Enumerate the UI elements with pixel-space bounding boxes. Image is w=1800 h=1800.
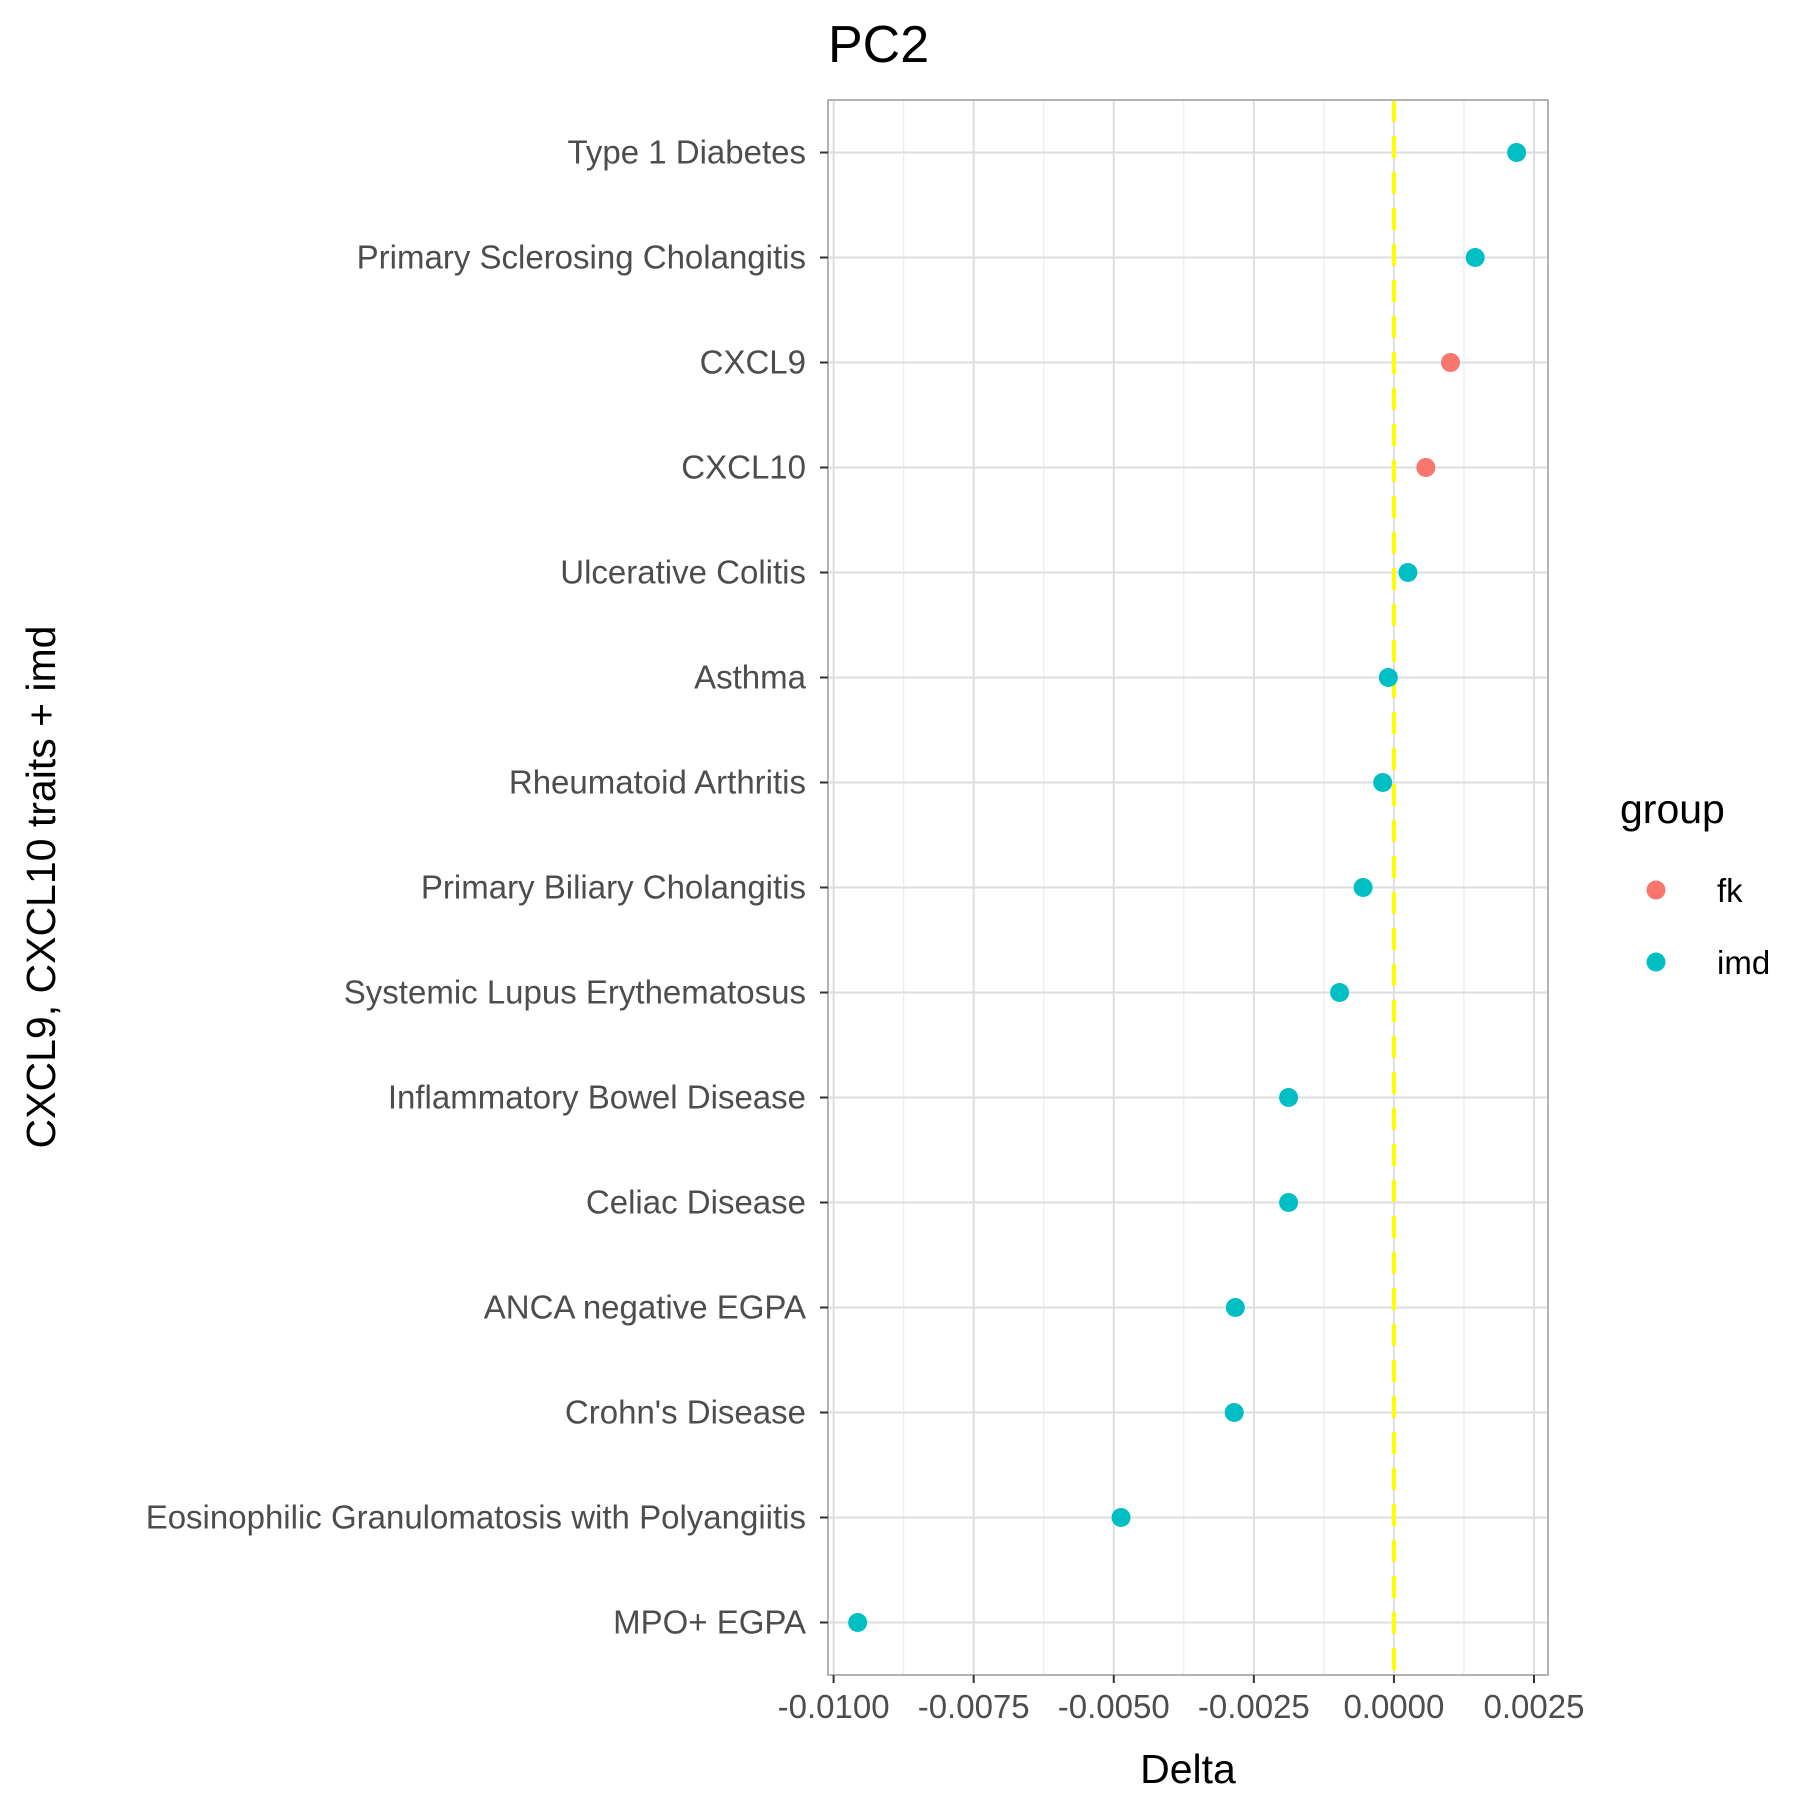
y-tick-label: MPO+ EGPA xyxy=(613,1604,806,1641)
data-point xyxy=(1330,983,1350,1002)
legend-key xyxy=(1646,880,1666,900)
y-tick-label: ANCA negative EGPA xyxy=(484,1289,806,1326)
data-point xyxy=(1416,458,1436,477)
data-points xyxy=(848,143,1527,1632)
x-tick-label: -0.0050 xyxy=(1058,1688,1170,1725)
legend-title: group xyxy=(1620,786,1725,832)
y-tick-label: Primary Biliary Cholangitis xyxy=(421,869,806,906)
legend-label: imd xyxy=(1717,944,1770,981)
data-point xyxy=(1279,1088,1299,1107)
x-tick-label: -0.0025 xyxy=(1198,1688,1310,1725)
y-tick-label: Primary Sclerosing Cholangitis xyxy=(357,239,806,276)
y-axis-title: CXCL9, CXCL10 traits + imd xyxy=(18,626,64,1149)
legend: group fk imd xyxy=(1620,786,1770,981)
data-point xyxy=(1507,143,1527,162)
y-tick-label: Systemic Lupus Erythematosus xyxy=(344,974,806,1011)
y-tick-label: CXCL10 xyxy=(681,449,806,486)
data-point xyxy=(1225,1298,1245,1317)
x-axis-ticks: -0.0100 -0.0075 -0.0050 -0.0025 0.0000 0.0025 xyxy=(778,1675,1585,1725)
data-point xyxy=(1465,248,1485,267)
y-tick-label: Rheumatoid Arthritis xyxy=(509,764,806,801)
data-point xyxy=(1398,563,1418,582)
y-tick-label: Ulcerative Colitis xyxy=(560,554,806,591)
x-tick-label: -0.0075 xyxy=(918,1688,1030,1725)
y-tick-label: Type 1 Diabetes xyxy=(568,134,806,171)
data-point xyxy=(1111,1508,1131,1527)
y-tick-label: Celiac Disease xyxy=(586,1184,806,1221)
data-point xyxy=(1279,1193,1299,1212)
legend-label: fk xyxy=(1717,872,1743,909)
data-point xyxy=(1378,668,1398,687)
data-point xyxy=(1224,1403,1244,1422)
data-point xyxy=(1353,878,1373,897)
y-tick-label: Inflammatory Bowel Disease xyxy=(388,1079,806,1116)
y-axis-ticks: Type 1 Diabetes Primary Sclerosing Cholan… xyxy=(146,134,828,1641)
x-tick-label: -0.0100 xyxy=(778,1688,890,1725)
x-tick-label: 0.0025 xyxy=(1484,1688,1585,1725)
legend-key xyxy=(1646,952,1666,972)
y-tick-label: CXCL9 xyxy=(700,344,806,381)
x-axis-title: Delta xyxy=(1140,1746,1236,1792)
data-point xyxy=(1441,353,1461,372)
data-point xyxy=(1373,773,1393,792)
major-gridlines xyxy=(828,100,1548,1675)
y-tick-label: Crohn's Disease xyxy=(565,1394,806,1431)
data-point xyxy=(848,1613,868,1632)
chart-title: PC2 xyxy=(828,16,929,74)
y-tick-label: Eosinophilic Granulomatosis with Polyang… xyxy=(146,1499,806,1536)
x-tick-label: 0.0000 xyxy=(1343,1688,1444,1725)
y-tick-label: Asthma xyxy=(694,659,807,696)
